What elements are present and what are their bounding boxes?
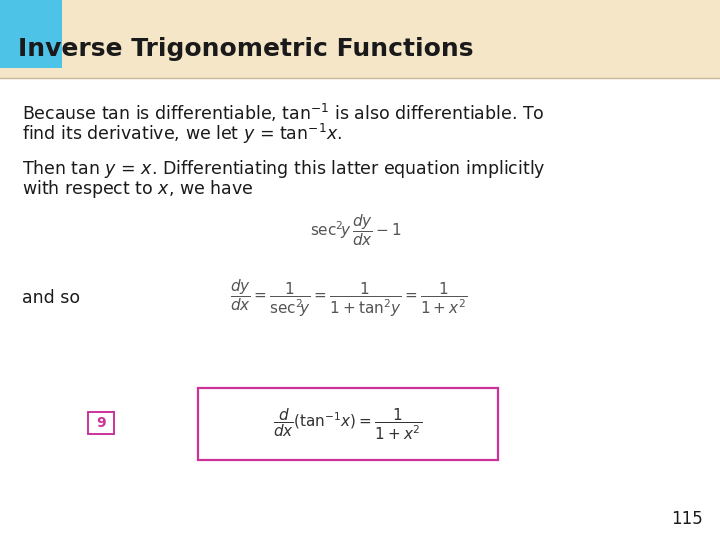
Bar — [0, 0, 720, 78]
Text: $\mathrm{sec}^2\!y\,\dfrac{dy}{dx} - 1$: $\mathrm{sec}^2\!y\,\dfrac{dy}{dx} - 1$ — [310, 212, 402, 248]
Bar — [88, 412, 114, 434]
Text: $\dfrac{d}{dx}(\tan^{-1}\!x) = \dfrac{1}{1+x^2}$: $\dfrac{d}{dx}(\tan^{-1}\!x) = \dfrac{1}… — [274, 406, 423, 442]
Text: Because tan is differentiable, tan$^{-1}$ is also differentiable. To: Because tan is differentiable, tan$^{-1}… — [22, 102, 544, 124]
Text: 115: 115 — [671, 510, 703, 528]
Text: with respect to $x$, we have: with respect to $x$, we have — [22, 178, 253, 200]
Text: 9: 9 — [96, 416, 106, 430]
Text: Inverse Trigonometric Functions: Inverse Trigonometric Functions — [18, 37, 474, 61]
Text: $\dfrac{dy}{dx} = \dfrac{1}{\mathrm{sec}^2\!y} = \dfrac{1}{1+\tan^2\!y} = \dfrac: $\dfrac{dy}{dx} = \dfrac{1}{\mathrm{sec}… — [230, 277, 467, 319]
Text: find its derivative, we let $y$ = tan$^{-1}$$x$.: find its derivative, we let $y$ = tan$^{… — [22, 122, 342, 146]
Text: and so: and so — [22, 289, 80, 307]
Text: Then tan $y$ = $x$. Differentiating this latter equation implicitly: Then tan $y$ = $x$. Differentiating this… — [22, 158, 546, 180]
Bar — [0, 0, 62, 68]
Bar — [198, 388, 498, 460]
